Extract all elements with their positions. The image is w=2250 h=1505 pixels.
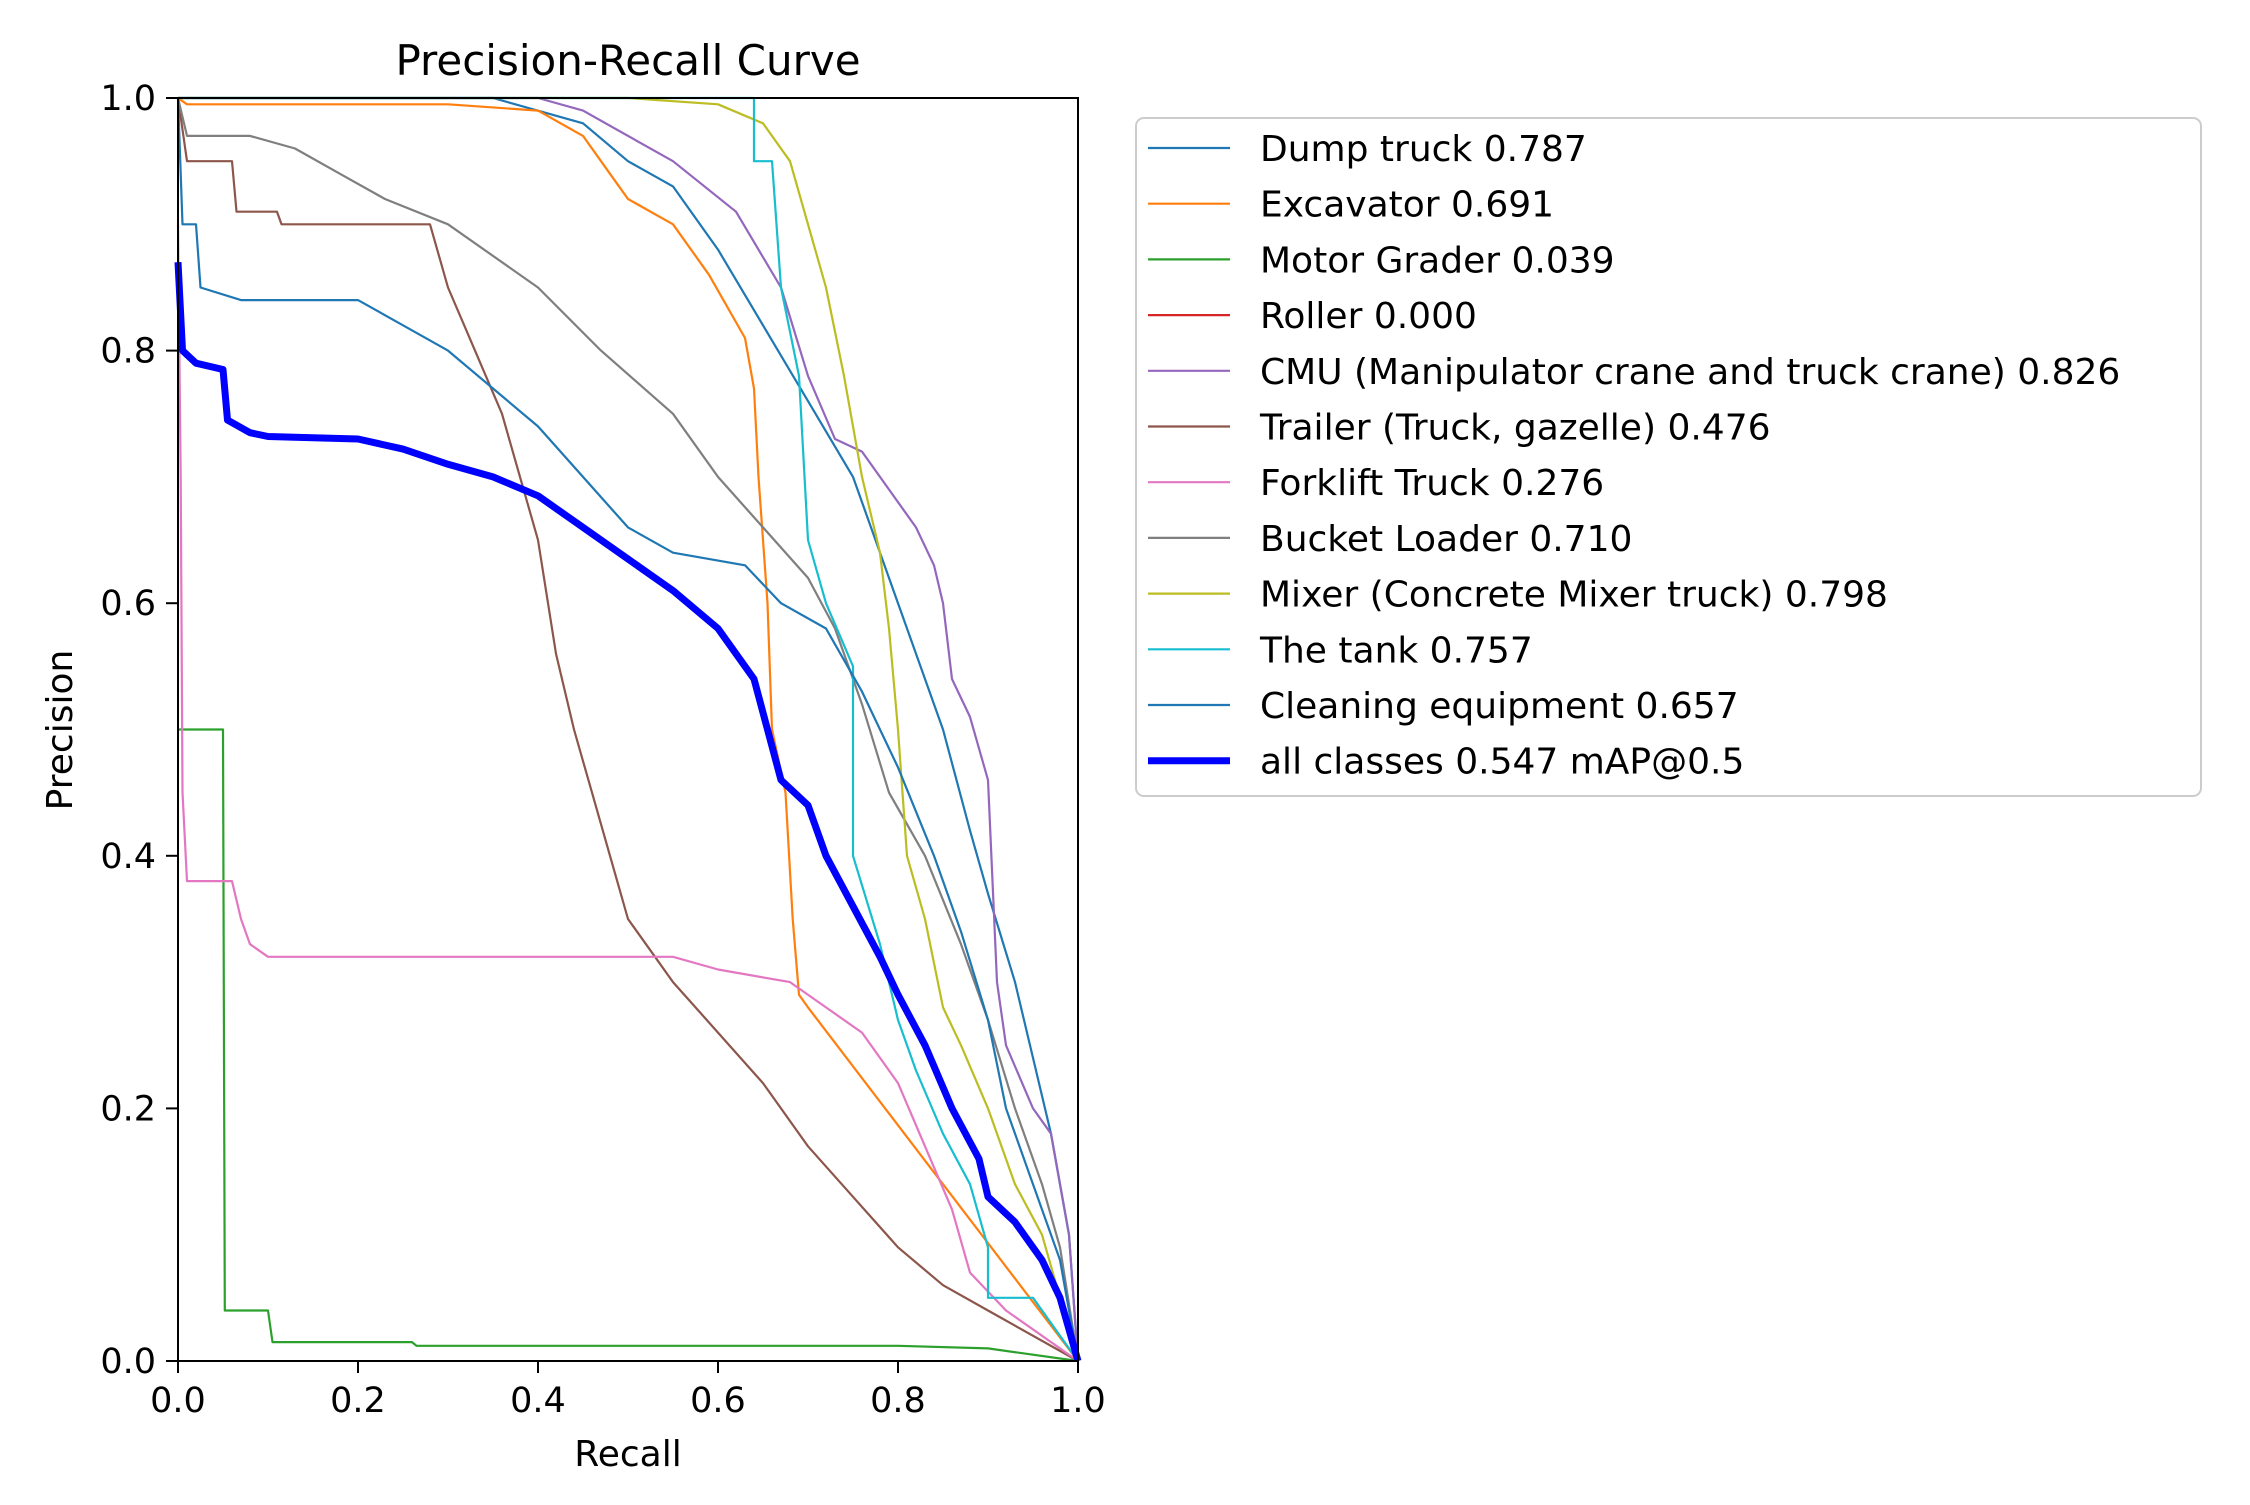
legend-label-9: The tank 0.757 [1259,630,1533,671]
legend-items: Dump truck 0.787 Excavator 0.691 Motor Gra… [1148,129,2120,783]
series-line-4 [178,96,1080,1362]
y-tick-label-3: 0.6 [100,584,156,624]
x-axis-label: Recall [574,1434,681,1475]
x-tick-label-4: 0.8 [870,1381,926,1421]
legend-box [1135,117,2202,797]
x-axis-ticks: 0.0 0.2 0.4 0.6 0.8 1.0 [150,1361,1106,1421]
series-line-2 [178,728,1079,1363]
y-tick-label-5: 1.0 [100,79,156,119]
legend-label-7: Bucket Loader 0.710 [1260,519,1632,560]
y-tick-label-2: 0.4 [100,837,156,877]
x-tick-label-2: 0.4 [510,1381,566,1421]
y-tick-label-4: 0.8 [100,332,156,372]
y-tick-label-0: 0.0 [100,1342,156,1382]
series-line-10 [176,97,1080,1362]
plot-frame [177,97,1079,1362]
series-line-11 [174,262,1082,1362]
series-line-7 [176,97,1080,1362]
series-line-1 [177,97,1079,1362]
legend-label-4: CMU (Manipulator crane and truck crane) … [1260,352,2120,393]
series-line-9 [178,96,1079,1362]
y-tick-label-1: 0.2 [100,1089,156,1129]
legend-label-11: all classes 0.547 mAP@0.5 [1260,742,1744,783]
legend: Dump truck 0.787 Excavator 0.691 Motor Gra… [1135,117,2202,797]
x-tick-label-3: 0.6 [690,1381,746,1421]
legend-label-10: Cleaning equipment 0.657 [1260,686,1739,727]
series-line-8 [178,96,1080,1362]
series-line-0 [178,96,1080,1362]
series-line-5 [176,97,1079,1362]
plot-series-group [174,96,1082,1363]
legend-label-1: Excavator 0.691 [1260,185,1554,226]
legend-label-0: Dump truck 0.787 [1260,129,1587,170]
x-tick-label-0: 0.0 [150,1381,206,1421]
y-axis-ticks: 0.0 0.2 0.4 0.6 0.8 1.0 [100,79,178,1382]
chart-title: Precision-Recall Curve [395,36,860,85]
y-axis-label: Precision [40,650,81,811]
legend-label-6: Forklift Truck 0.276 [1260,463,1604,504]
legend-label-5: Trailer (Truck, gazelle) 0.476 [1259,408,1771,449]
legend-label-2: Motor Grader 0.039 [1260,240,1615,281]
series-line-6 [176,224,1079,1362]
x-tick-label-5: 1.0 [1050,1381,1106,1421]
legend-label-3: Roller 0.000 [1260,296,1477,337]
legend-label-8: Mixer (Concrete Mixer truck) 0.798 [1260,575,1888,616]
x-tick-label-1: 0.2 [330,1381,386,1421]
